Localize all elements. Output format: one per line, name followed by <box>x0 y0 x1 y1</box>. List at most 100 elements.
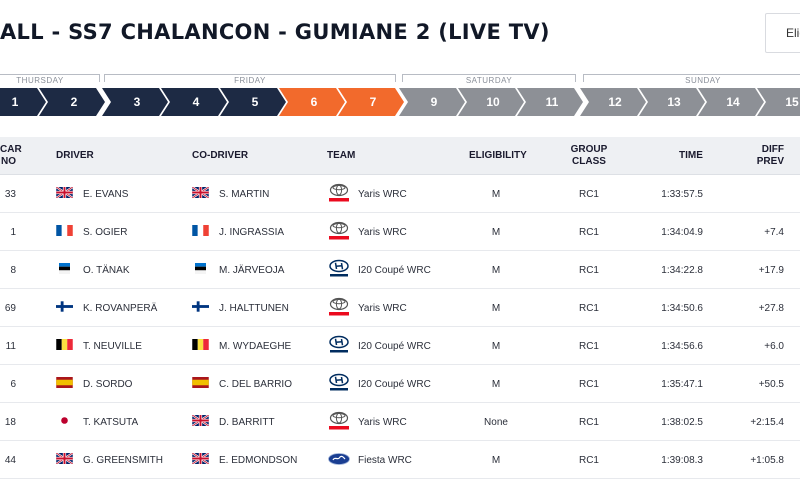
eligibility: M <box>491 302 501 314</box>
stage-12-button[interactable]: 12 <box>580 88 646 116</box>
eligibility-select[interactable]: Elig <box>765 13 800 53</box>
team-cell: I20 Coupé WRC <box>327 327 431 365</box>
group-class: RC1 <box>578 454 599 466</box>
table-row[interactable]: 8 O. TÄNAK M. JÄRVEOJA I20 Coupé WRC M RC1 1:3… <box>0 251 800 289</box>
stage-7-button[interactable]: 7 <box>338 88 404 116</box>
stage-3-button[interactable]: 3 <box>102 88 168 116</box>
group-class: RC1 <box>578 340 599 352</box>
es-flag-icon <box>56 377 83 391</box>
co-driver-name[interactable]: D. BARRITT <box>219 416 275 428</box>
driver-name[interactable]: T. NEUVILLE <box>83 340 142 352</box>
diff-prev <box>720 175 784 213</box>
stage-10-button[interactable]: 10 <box>458 88 524 116</box>
eligibility: M <box>491 188 501 200</box>
stage-9-button[interactable]: 9 <box>399 88 465 116</box>
car-number: 44 <box>4 454 16 466</box>
stage-13-button[interactable]: 13 <box>639 88 705 116</box>
driver-name[interactable]: E. EVANS <box>83 188 129 200</box>
table-row[interactable]: 33 E. EVANS S. MARTIN Yaris WRC M RC1 1:33:57.… <box>0 175 800 213</box>
fr-flag-icon <box>56 225 83 239</box>
group-class: RC1 <box>578 226 599 238</box>
fi-flag-icon <box>192 301 219 315</box>
stage-6-button[interactable]: 6 <box>279 88 345 116</box>
driver-name[interactable]: O. TÄNAK <box>83 264 130 276</box>
co-driver-name[interactable]: S. MARTIN <box>219 188 270 200</box>
car-number: 6 <box>10 378 16 390</box>
be-flag-icon <box>192 339 219 353</box>
co-driver-name[interactable]: M. JÄRVEOJA <box>219 264 285 276</box>
stage-time: 1:33:57.5 <box>661 188 703 200</box>
header-eligibility: ELIGIBILITY <box>469 150 527 161</box>
header-driver: DRIVER <box>56 150 94 161</box>
day-label-friday: FRIDAY <box>104 74 396 88</box>
team-name: I20 Coupé WRC <box>358 378 431 390</box>
es-flag-icon <box>192 377 219 391</box>
gb-flag-icon <box>55 452 83 467</box>
team-name: I20 Coupé WRC <box>358 340 431 352</box>
stage-14-button[interactable]: 14 <box>698 88 764 116</box>
driver-name[interactable]: D. SORDO <box>83 378 133 390</box>
hyundai-logo-icon <box>327 372 358 397</box>
driver-name[interactable]: K. ROVANPERÄ <box>83 302 158 314</box>
table-row[interactable]: 1 S. OGIER J. INGRASSIA Yaris WRC M RC1 1:34:0… <box>0 213 800 251</box>
table-row[interactable]: 6 D. SORDO C. DEL BARRIO I20 Coupé WRC M RC1 1… <box>0 365 800 403</box>
header-group-class-line2: CLASS <box>572 156 606 167</box>
group-class: RC1 <box>578 378 599 390</box>
team-name: Fiesta WRC <box>358 454 412 466</box>
stage-time: 1:34:56.6 <box>661 340 703 352</box>
eligibility: M <box>491 264 501 276</box>
co-driver-cell: J. HALTTUNEN <box>192 289 289 327</box>
group-class: RC1 <box>578 188 599 200</box>
be-flag-icon <box>56 339 83 353</box>
co-driver-name[interactable]: J. HALTTUNEN <box>219 302 289 314</box>
co-driver-name[interactable]: E. EDMONDSON <box>219 454 298 466</box>
table-row[interactable]: 69 K. ROVANPERÄ J. HALTTUNEN Yaris WRC M RC1 1… <box>0 289 800 327</box>
driver-name[interactable]: T. KATSUTA <box>83 416 139 428</box>
car-number: 8 <box>10 264 16 276</box>
driver-cell: T. KATSUTA <box>56 403 138 441</box>
co-driver-name[interactable]: J. INGRASSIA <box>219 226 285 238</box>
driver-name[interactable]: S. OGIER <box>83 226 128 238</box>
stage-1-button[interactable]: 1 <box>0 88 46 116</box>
team-cell: Yaris WRC <box>327 403 407 441</box>
eligibility: M <box>491 454 501 466</box>
stage-5-button[interactable]: 5 <box>220 88 286 116</box>
diff-prev: +7.4 <box>764 226 784 238</box>
group-class: RC1 <box>578 264 599 276</box>
stage-11-button[interactable]: 11 <box>517 88 583 116</box>
header-time: TIME <box>679 150 703 161</box>
stage-time: 1:38:02.5 <box>661 416 703 428</box>
co-driver-name[interactable]: C. DEL BARRIO <box>219 378 292 390</box>
hyundai-logo-icon <box>327 334 358 359</box>
header-car-no-line2: NO <box>1 156 16 167</box>
eligibility: M <box>491 226 501 238</box>
car-number: 33 <box>4 188 16 200</box>
co-driver-cell: E. EDMONDSON <box>191 441 298 479</box>
header-group-class-line1: GROUP <box>570 144 608 155</box>
group-class: RC1 <box>578 416 599 428</box>
co-driver-cell: J. INGRASSIA <box>192 213 284 251</box>
stage-2-button[interactable]: 2 <box>39 88 105 116</box>
car-number: 11 <box>5 340 16 352</box>
table-row[interactable]: 44 G. GREENSMITH E. EDMONDSON Fiesta WRC M RC… <box>0 441 800 479</box>
co-driver-name[interactable]: M. WYDAEGHE <box>219 340 292 352</box>
team-name: Yaris WRC <box>358 188 407 200</box>
header-diff-prev-line1: DIFF <box>761 144 784 155</box>
ford-logo-icon <box>327 448 358 473</box>
team-name: Yaris WRC <box>358 302 407 314</box>
header-diff-prev: DIFF PREV <box>720 137 784 175</box>
table-row[interactable]: 18 T. KATSUTA D. BARRITT Yaris WRC None RC1 1:… <box>0 403 800 441</box>
gb-flag-icon <box>55 186 83 201</box>
driver-cell: O. TÄNAK <box>56 251 130 289</box>
team-cell: Yaris WRC <box>327 213 407 251</box>
day-label-saturday: SATURDAY <box>402 74 576 88</box>
header-car-no-line1: CAR <box>0 144 22 155</box>
eligibility: M <box>491 378 501 390</box>
co-driver-cell: D. BARRITT <box>191 403 275 441</box>
table-row[interactable]: 11 T. NEUVILLE M. WYDAEGHE I20 Coupé WRC M RC… <box>0 327 800 365</box>
results-table-header: CAR NO DRIVER CO-DRIVER TEAM ELIGIBILITY… <box>0 137 800 175</box>
driver-cell: K. ROVANPERÄ <box>56 289 157 327</box>
stage-time: 1:35:47.1 <box>661 378 703 390</box>
driver-name[interactable]: G. GREENSMITH <box>83 454 164 466</box>
stage-4-button[interactable]: 4 <box>161 88 227 116</box>
